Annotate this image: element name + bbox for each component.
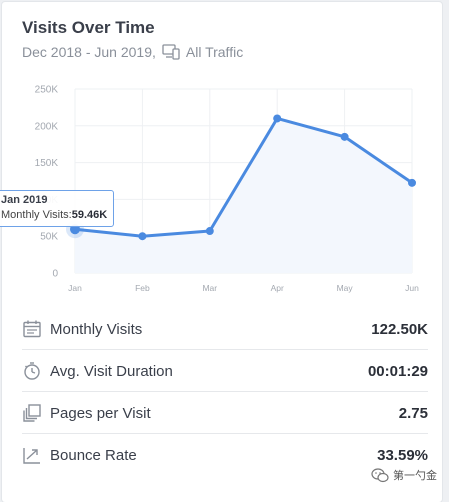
metric-value: 122.50K: [371, 320, 428, 338]
bounce-icon: [23, 448, 40, 464]
x-tick-label: Jan: [68, 283, 82, 293]
metric-value: 00:01:29: [367, 362, 428, 380]
watermark-text: 第一勺金: [393, 470, 437, 482]
metric-value: 33.59%: [377, 446, 428, 464]
calendar-icon: [23, 320, 41, 338]
wechat-icon: [371, 467, 389, 482]
data-point[interactable]: [205, 227, 214, 236]
pages-icon: [23, 404, 41, 422]
metric-monthly-visits: Monthly Visits 122.50K: [22, 309, 428, 350]
metric-pages-per-visit: Pages per Visit 2.75: [22, 393, 428, 434]
metric-label: Bounce Rate: [50, 446, 137, 464]
devices-icon: [162, 44, 180, 60]
chart-tooltip: Jan 2019 Monthly Visits:59.46K: [0, 190, 115, 227]
watermark: 第一勺金: [371, 467, 437, 483]
card-title: Visits Over Time: [22, 18, 155, 37]
visits-area: [75, 118, 412, 274]
x-tick-label: Jun: [405, 283, 419, 293]
stopwatch-icon: [24, 362, 40, 380]
x-tick-label: May: [337, 283, 354, 293]
date-range: Dec 2018 - Jun 2019,: [22, 44, 156, 60]
metric-label: Avg. Visit Duration: [50, 362, 173, 380]
metric-label: Pages per Visit: [50, 404, 151, 422]
x-tick-label: Apr: [271, 283, 284, 293]
y-tick-label: 250K: [35, 85, 59, 96]
traffic-filter[interactable]: All Traffic: [185, 44, 244, 60]
metric-value: 2.75: [398, 404, 428, 422]
card-subtitle: Dec 2018 - Jun 2019, All Traffic: [22, 44, 243, 60]
tooltip-label: Monthly Visits:: [1, 209, 72, 221]
tooltip-value: 59.46K: [71, 209, 108, 221]
tooltip-date: Jan 2019: [1, 194, 48, 206]
y-tick-label: 0: [52, 269, 58, 280]
data-point[interactable]: [340, 132, 349, 141]
metric-label: Monthly Visits: [50, 320, 143, 338]
y-tick-label: 150K: [35, 158, 59, 169]
x-tick-label: Mar: [202, 283, 217, 293]
y-tick-label: 200K: [35, 121, 59, 132]
data-point[interactable]: [273, 114, 282, 123]
x-tick-label: Feb: [135, 283, 150, 293]
visits-line: [74, 116, 413, 238]
y-tick-label: 50K: [40, 232, 58, 243]
data-point[interactable]: [138, 232, 147, 241]
metrics-list: Monthly Visits 122.50K Avg. Visit Durati…: [22, 309, 428, 476]
metric-bounce-rate: Bounce Rate 33.59%: [22, 435, 428, 475]
metric-avg-visit-duration: Avg. Visit Duration 00:01:29: [22, 351, 428, 392]
data-point[interactable]: [408, 178, 416, 187]
